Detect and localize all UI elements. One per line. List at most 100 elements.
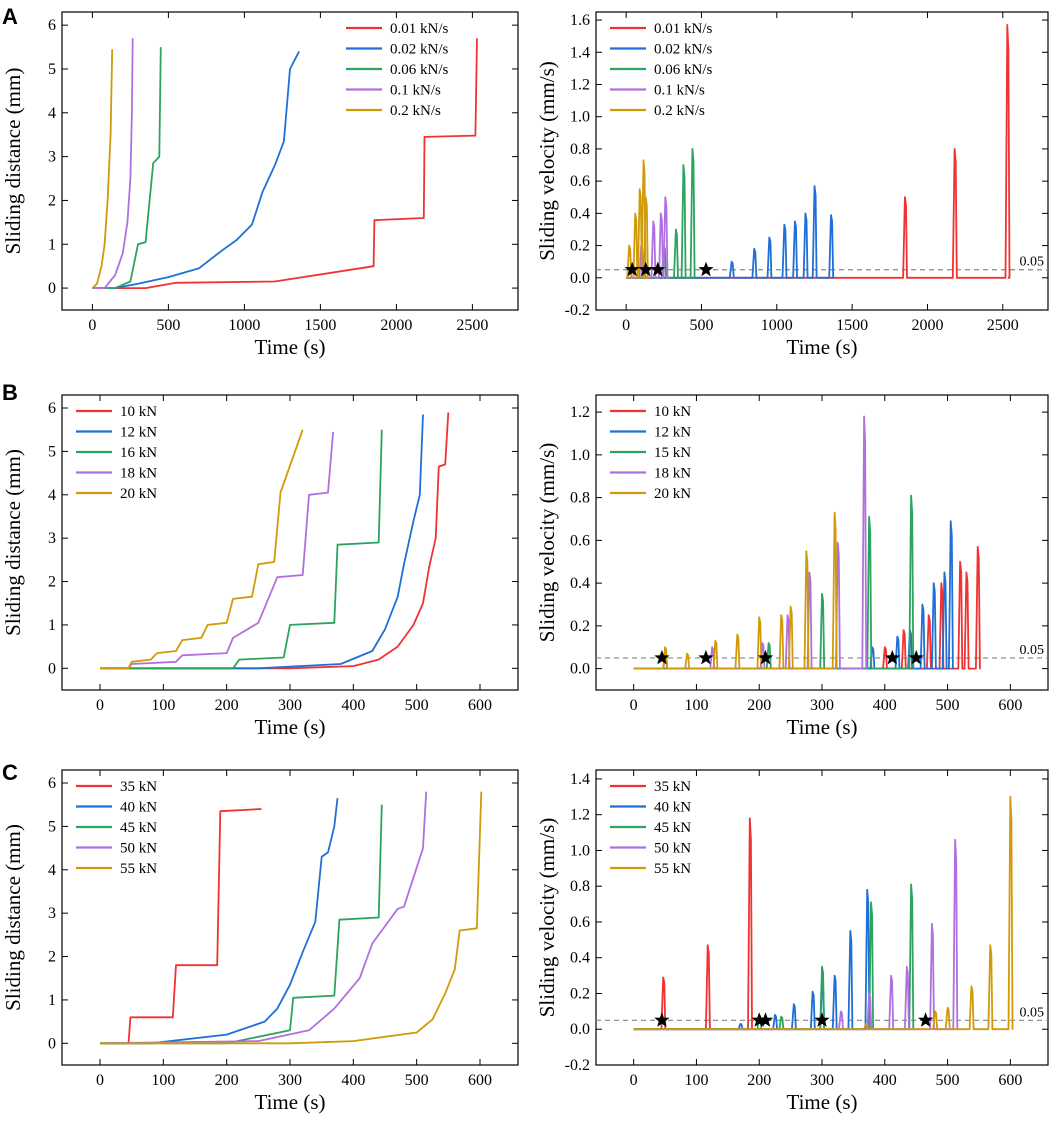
star-marker bbox=[814, 1012, 830, 1027]
legend-label: 50 kN bbox=[120, 841, 157, 857]
y-tick-label: 3 bbox=[48, 149, 56, 166]
star-marker bbox=[650, 261, 666, 277]
x-tick-label: 100 bbox=[684, 1072, 708, 1089]
y-tick-label: 6 bbox=[48, 17, 56, 34]
x-tick-label: 300 bbox=[278, 697, 302, 714]
legend-label: 12 kN bbox=[654, 425, 691, 441]
panel-label-b: B bbox=[2, 380, 18, 405]
series-line-0-06-kn-s bbox=[92, 47, 162, 289]
x-tick-label: 600 bbox=[468, 1072, 492, 1089]
series-line-45-kn bbox=[633, 883, 915, 1031]
star-marker bbox=[638, 261, 654, 277]
y-tick-label: 1.4 bbox=[570, 771, 590, 788]
legend-label: 55 kN bbox=[120, 861, 157, 877]
y-tick-label: 0.6 bbox=[570, 173, 590, 190]
series-group bbox=[596, 24, 1048, 279]
y-tick-label: 3 bbox=[48, 905, 56, 922]
x-tick-label: 0 bbox=[88, 317, 96, 334]
legend-label: 0.01 kN/s bbox=[654, 21, 713, 37]
x-axis-label: Time (s) bbox=[255, 335, 326, 359]
y-tick-label: 1 bbox=[48, 992, 56, 1009]
x-tick-label: 0 bbox=[630, 1072, 638, 1089]
legend-label: 0.1 kN/s bbox=[390, 83, 441, 99]
y-tick-label: 1.0 bbox=[570, 109, 590, 126]
legend-label: 12 kN bbox=[120, 425, 157, 441]
x-tick-label: 2000 bbox=[380, 317, 412, 334]
series-line-35-kn bbox=[633, 817, 753, 1031]
y-axis-label: Sliding velocity (mm/s) bbox=[535, 443, 559, 643]
x-tick-label: 400 bbox=[873, 697, 897, 714]
x-tick-label: 2500 bbox=[456, 317, 488, 334]
series-line-18-kn bbox=[100, 431, 334, 670]
x-tick-label: 2000 bbox=[911, 317, 943, 334]
series-line-50-kn bbox=[99, 791, 428, 1045]
legend-label: 45 kN bbox=[120, 820, 157, 836]
plot-frame bbox=[595, 11, 1049, 311]
y-tick-label: 0.0 bbox=[570, 1021, 590, 1038]
legend-label: 0.06 kN/s bbox=[654, 62, 713, 78]
x-axis-label: Time (s) bbox=[255, 1090, 326, 1114]
legend-label: 18 kN bbox=[654, 466, 691, 482]
x-tick-label: 400 bbox=[341, 697, 365, 714]
x-tick-label: 600 bbox=[998, 697, 1022, 714]
y-tick-label: 5 bbox=[48, 818, 56, 835]
star-marker bbox=[918, 1012, 934, 1027]
legend-label: 0.02 kN/s bbox=[654, 42, 713, 58]
legend-label: 0.06 kN/s bbox=[390, 62, 449, 78]
x-tick-label: 2500 bbox=[987, 317, 1019, 334]
threshold-label: 0.05 bbox=[1020, 643, 1045, 658]
y-tick-label: 1.0 bbox=[570, 842, 590, 859]
x-tick-label: 1000 bbox=[761, 317, 793, 334]
y-tick-label: 0.6 bbox=[570, 532, 590, 549]
series-line-10-kn bbox=[100, 412, 450, 670]
legend-label: 35 kN bbox=[654, 779, 691, 795]
star-marker bbox=[654, 1012, 670, 1027]
legend-label: 10 kN bbox=[120, 404, 157, 420]
series-line-0-1-kn-s bbox=[92, 38, 134, 289]
y-tick-label: 0.8 bbox=[570, 490, 590, 507]
x-tick-label: 200 bbox=[215, 1072, 239, 1089]
legend-label: 0.02 kN/s bbox=[390, 42, 449, 58]
x-tick-label: 0 bbox=[96, 1072, 104, 1089]
y-tick-label: 0.2 bbox=[570, 238, 590, 255]
y-tick-label: 0.2 bbox=[570, 985, 590, 1002]
x-tick-label: 500 bbox=[405, 1072, 429, 1089]
series-line-0-02-kn-s bbox=[92, 50, 300, 289]
chart-C-velocity: 0 100 200 300 400 500 600 -0.2 0.0 0.2 0.4 0.6 0.8 1.… bbox=[535, 769, 1049, 1114]
series-line-0-2-kn-s bbox=[91, 49, 114, 289]
star-marker bbox=[757, 649, 774, 665]
chart-C-distance: 0 100 200 300 400 500 600 0 1 2 3 4 5 6 Time (s) Slidin… bbox=[1, 769, 519, 1114]
y-axis-label: Sliding distance (mm) bbox=[1, 68, 25, 255]
series-line-40-kn bbox=[100, 798, 339, 1045]
y-tick-label: 1 bbox=[48, 236, 56, 253]
x-tick-label: 600 bbox=[998, 1072, 1022, 1089]
star-marker bbox=[654, 649, 670, 665]
series-line-55-kn bbox=[633, 795, 1014, 1031]
threshold-label: 0.05 bbox=[1020, 1005, 1045, 1020]
star-marker bbox=[884, 649, 900, 665]
y-tick-label: 0 bbox=[48, 280, 56, 297]
series-line-12-kn bbox=[100, 414, 424, 670]
series-line-16-kn bbox=[100, 429, 383, 670]
legend-label: 0.2 kN/s bbox=[654, 103, 705, 119]
y-tick-label: 5 bbox=[48, 443, 56, 460]
y-tick-label: 0.2 bbox=[570, 618, 590, 635]
x-tick-label: 200 bbox=[747, 1072, 771, 1089]
x-tick-label: 500 bbox=[936, 697, 960, 714]
series-group bbox=[596, 415, 1048, 670]
x-tick-label: 400 bbox=[873, 1072, 897, 1089]
legend-label: 10 kN bbox=[654, 404, 691, 420]
star-marker bbox=[698, 649, 714, 665]
y-tick-label: 6 bbox=[48, 400, 56, 417]
chart-B-velocity: 0 100 200 300 400 500 600 0.0 0.2 0.4 0.6 0.8 1.0 1.2… bbox=[535, 394, 1049, 739]
y-tick-label: 0.4 bbox=[570, 950, 590, 967]
x-tick-label: 0 bbox=[630, 697, 638, 714]
panel-label-a: A bbox=[2, 4, 18, 29]
y-tick-label: 0.6 bbox=[570, 914, 590, 931]
y-tick-label: 0.4 bbox=[570, 575, 590, 592]
series-line-20-kn bbox=[633, 511, 838, 670]
x-axis-label: Time (s) bbox=[787, 1090, 858, 1114]
legend-label: 45 kN bbox=[654, 820, 691, 836]
